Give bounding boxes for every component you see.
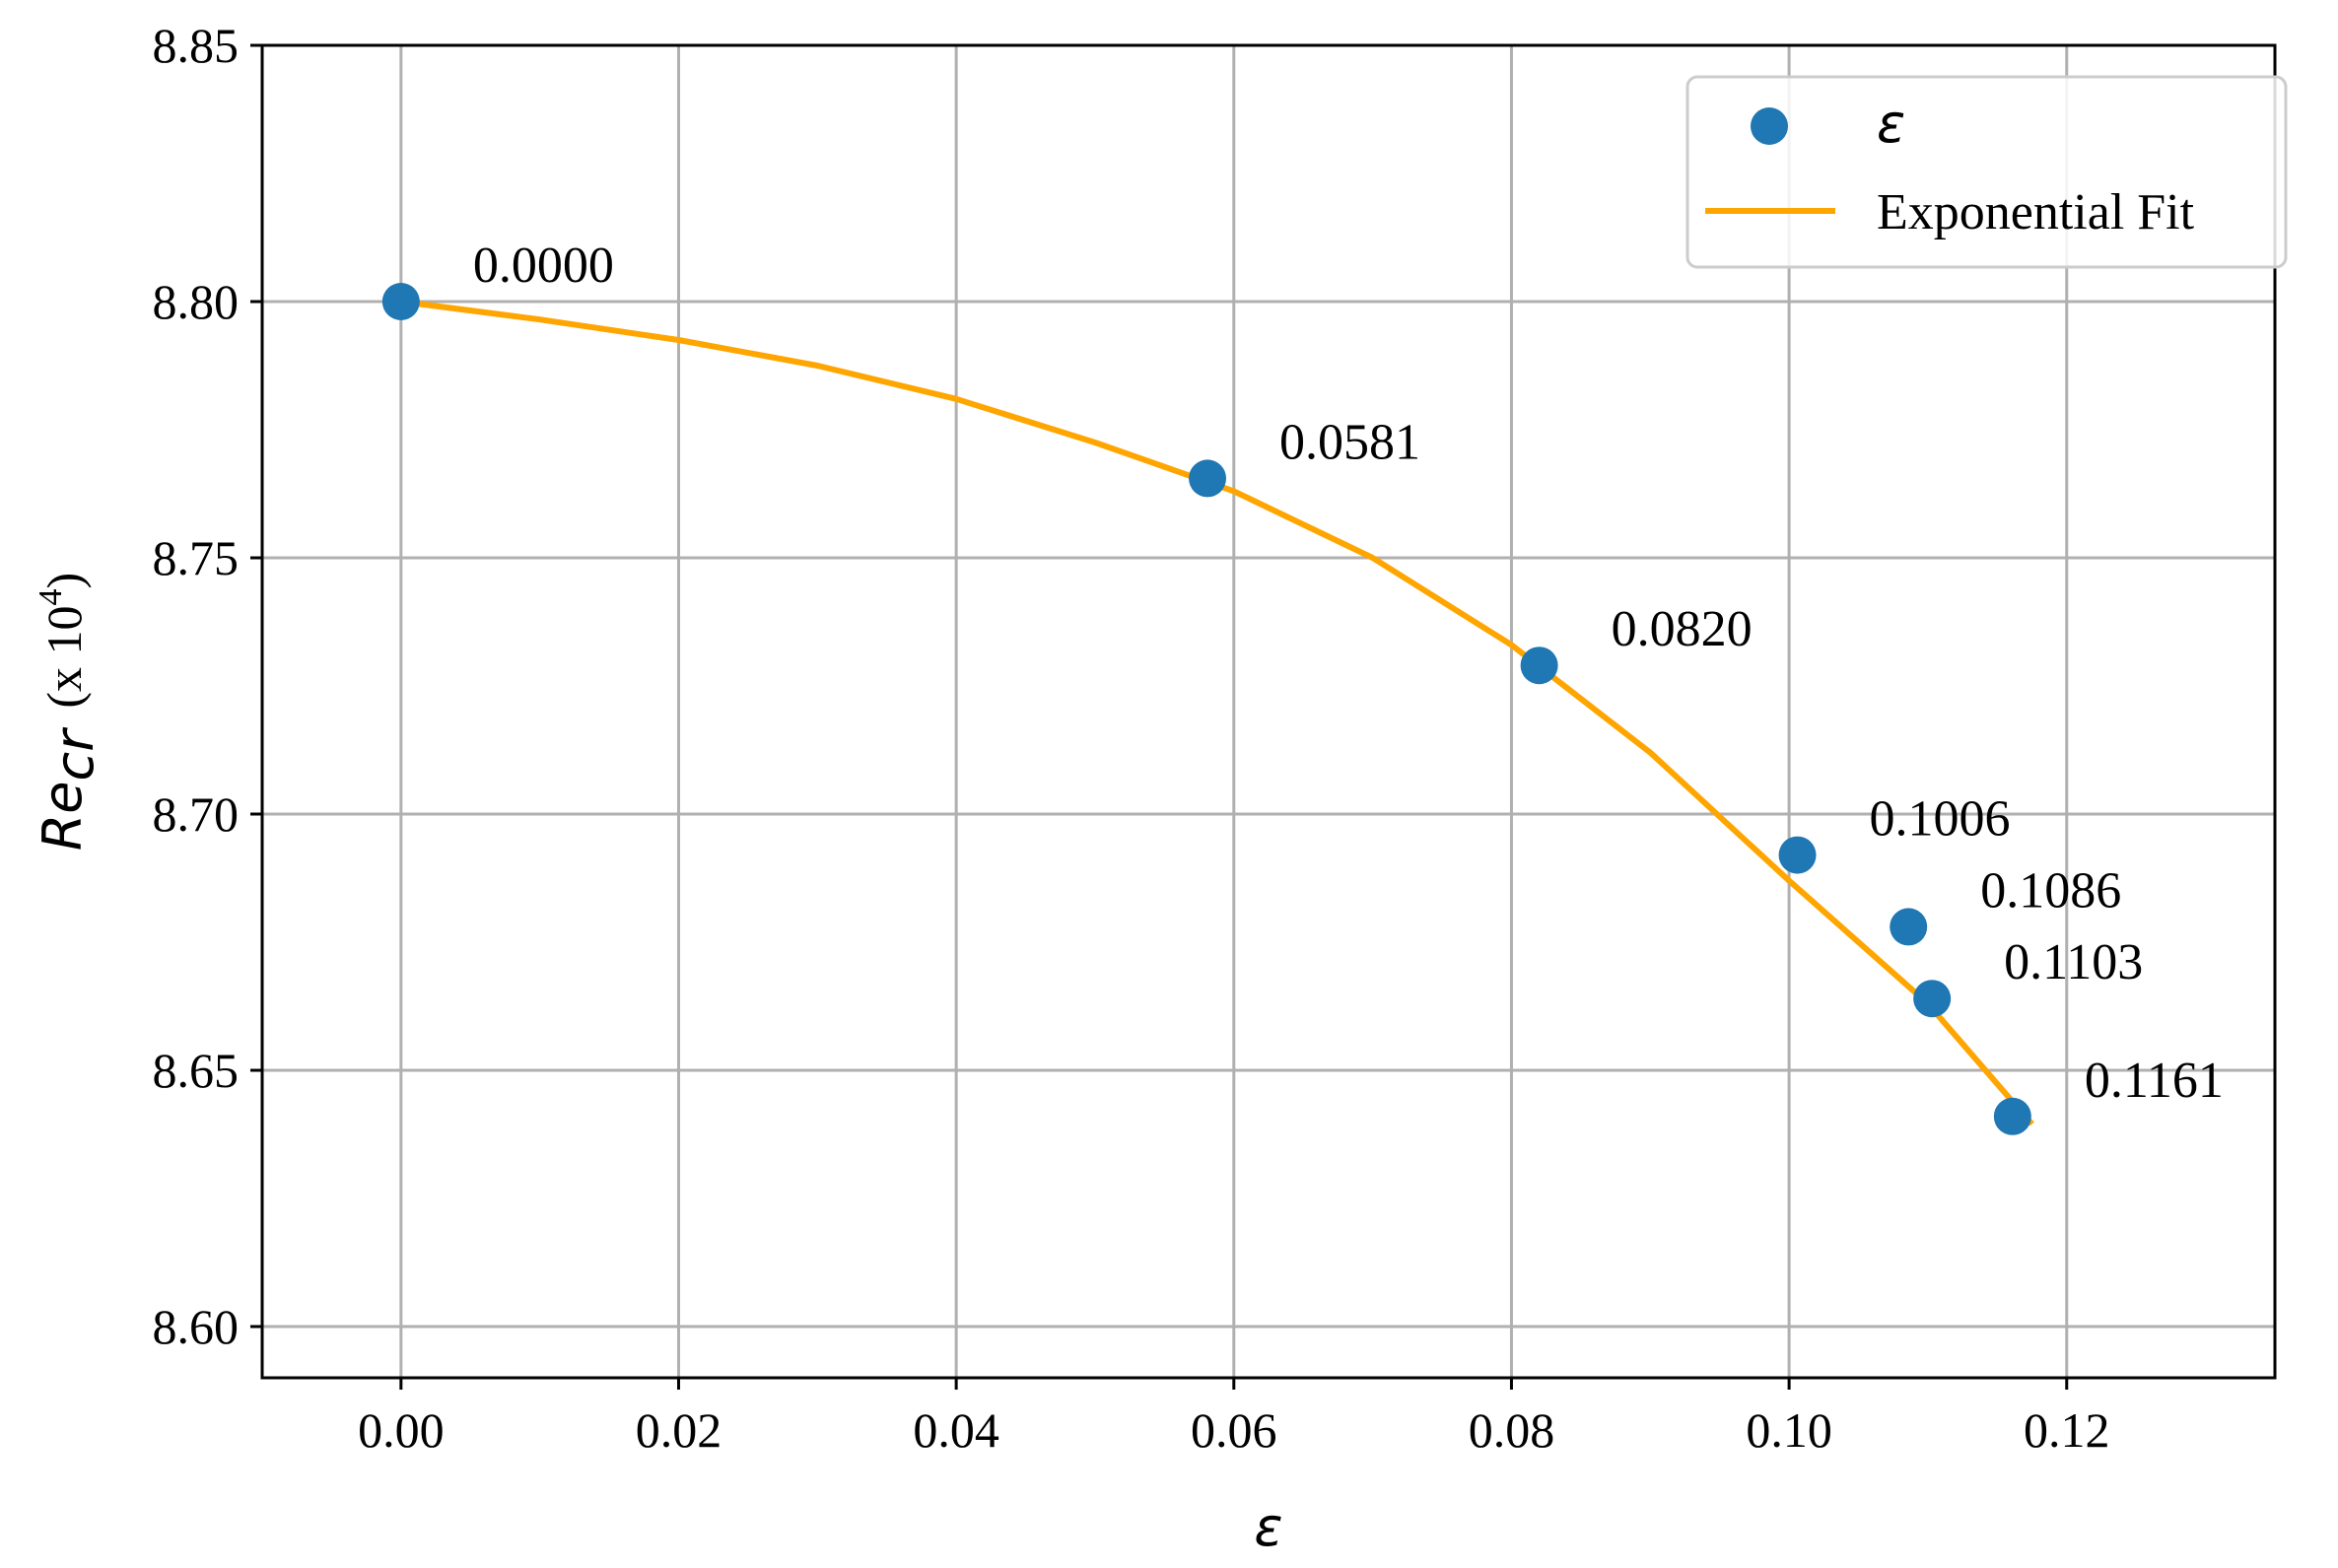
point-label-1: 0.0581: [1279, 414, 1420, 470]
y-label-main: Re: [32, 781, 94, 851]
y-tick-label-1: 8.65: [153, 1043, 240, 1098]
x-tick-label-5: 0.10: [1746, 1402, 1832, 1458]
y-label-close: ): [36, 573, 92, 589]
x-tick-label-6: 0.12: [2024, 1402, 2110, 1458]
y-tick-label-3: 8.75: [153, 530, 240, 585]
point-label-5: 0.1103: [2004, 934, 2143, 990]
legend-label-scatter: ε: [1877, 93, 1905, 155]
data-point-3: [1778, 836, 1817, 874]
y-tick-label-4: 8.80: [153, 274, 240, 329]
y-label-sub: cr: [43, 727, 105, 782]
data-point-2: [1520, 647, 1558, 685]
data-point-4: [1890, 908, 1928, 946]
y-tick-label-2: 8.70: [153, 786, 240, 842]
x-tick-label-1: 0.02: [636, 1402, 722, 1458]
legend: ε Exponential Fit: [1685, 75, 2288, 269]
x-tick-label-3: 0.06: [1191, 1402, 1277, 1458]
y-axis-label: Recr (x 104): [32, 573, 105, 851]
data-point-0: [381, 283, 420, 320]
y-tick-label-0: 8.60: [153, 1299, 240, 1354]
fit-line-layer: [400, 299, 2034, 1126]
legend-label-fit: Exponential Fit: [1877, 184, 2195, 240]
data-point-5: [1913, 980, 1952, 1018]
x-axis-ticks: 0.00 0.02 0.04 0.06 0.08 0.10 0.12: [358, 1378, 2110, 1458]
grid: [262, 43, 2275, 1378]
fit-line: [400, 299, 2034, 1126]
points-layer: [381, 283, 2031, 1135]
svg-text:Recr(x 104): Recr (x 104): [32, 573, 105, 851]
x-tick-label-0: 0.00: [358, 1402, 445, 1458]
x-tick-label-2: 0.04: [913, 1402, 999, 1458]
y-label-sup: 4: [33, 588, 69, 605]
point-label-2: 0.0820: [1612, 601, 1753, 657]
x-axis-label: ε: [1254, 1496, 1282, 1558]
y-axis-ticks: 8.60 8.65 8.70 8.75 8.80 8.85: [153, 18, 262, 1354]
legend-box: [1685, 75, 2288, 269]
x-tick-label-4: 0.08: [1469, 1402, 1555, 1458]
y-tick-label-5: 8.85: [153, 18, 240, 73]
data-point-6: [1993, 1097, 2031, 1135]
point-label-0: 0.0000: [473, 238, 614, 294]
point-label-3: 0.1006: [1870, 791, 2011, 848]
y-label-suffix: (x 10: [36, 605, 92, 708]
legend-marker-scatter: [1751, 107, 1788, 145]
point-label-4: 0.1086: [1980, 862, 2121, 919]
data-point-1: [1189, 459, 1227, 498]
point-annotations: 0.0000 0.0581 0.0820 0.1006 0.1086 0.1103 0.11…: [473, 238, 2224, 1109]
plot-frame: [260, 43, 2277, 1380]
point-label-6: 0.1161: [2085, 1053, 2224, 1109]
